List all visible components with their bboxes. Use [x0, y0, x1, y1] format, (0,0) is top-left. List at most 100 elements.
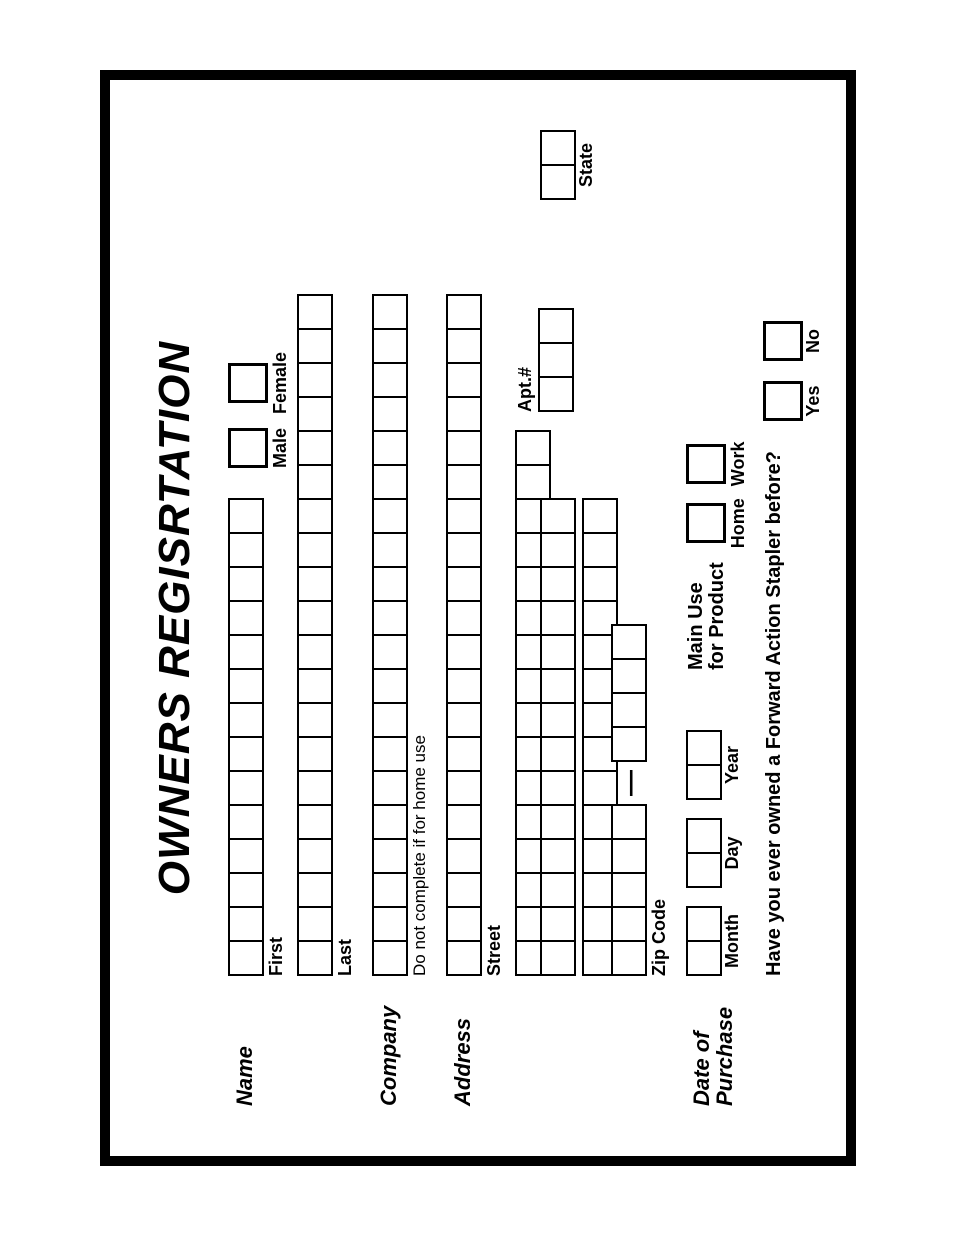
city-boxes-2[interactable] — [540, 498, 576, 976]
input-box[interactable] — [372, 872, 408, 908]
input-box[interactable] — [228, 872, 264, 908]
input-box[interactable] — [228, 804, 264, 840]
input-box[interactable] — [540, 940, 576, 976]
input-box[interactable] — [297, 668, 333, 704]
input-box[interactable] — [297, 736, 333, 772]
input-box[interactable] — [228, 838, 264, 874]
input-box[interactable] — [372, 940, 408, 976]
input-box[interactable] — [686, 906, 722, 942]
input-box[interactable] — [611, 658, 647, 694]
input-box[interactable] — [446, 566, 482, 602]
input-box[interactable] — [297, 464, 333, 500]
input-box[interactable] — [297, 532, 333, 568]
input-box[interactable] — [540, 668, 576, 704]
input-box[interactable] — [372, 566, 408, 602]
input-box[interactable] — [446, 396, 482, 432]
input-box[interactable] — [686, 940, 722, 976]
input-box[interactable] — [228, 906, 264, 942]
input-box[interactable] — [372, 396, 408, 432]
input-box[interactable] — [540, 498, 576, 534]
input-box[interactable] — [611, 804, 647, 840]
input-box[interactable] — [372, 634, 408, 670]
month-boxes[interactable] — [686, 906, 722, 976]
input-box[interactable] — [446, 906, 482, 942]
input-box[interactable] — [372, 804, 408, 840]
input-box[interactable] — [297, 634, 333, 670]
input-box[interactable] — [228, 634, 264, 670]
checkbox-female[interactable] — [228, 363, 268, 403]
input-box[interactable] — [446, 600, 482, 636]
input-box[interactable] — [611, 692, 647, 728]
input-box[interactable] — [611, 940, 647, 976]
input-box[interactable] — [297, 328, 333, 364]
input-box[interactable] — [297, 804, 333, 840]
input-box[interactable] — [228, 940, 264, 976]
input-box[interactable] — [372, 736, 408, 772]
input-box[interactable] — [372, 464, 408, 500]
input-box[interactable] — [446, 634, 482, 670]
input-box[interactable] — [228, 770, 264, 806]
street1-boxes[interactable] — [446, 130, 482, 976]
state-boxes[interactable] — [540, 130, 576, 200]
checkbox-home[interactable] — [686, 503, 726, 543]
input-box[interactable] — [297, 362, 333, 398]
year-boxes[interactable] — [686, 730, 722, 800]
input-box[interactable] — [540, 736, 576, 772]
input-box[interactable] — [372, 498, 408, 534]
input-box[interactable] — [611, 726, 647, 762]
input-box[interactable] — [446, 872, 482, 908]
input-box[interactable] — [446, 464, 482, 500]
input-box[interactable] — [540, 130, 576, 166]
input-box[interactable] — [228, 532, 264, 568]
input-box[interactable] — [540, 804, 576, 840]
input-box[interactable] — [540, 770, 576, 806]
input-box[interactable] — [446, 498, 482, 534]
input-box[interactable] — [611, 624, 647, 660]
input-box[interactable] — [540, 532, 576, 568]
input-box[interactable] — [446, 736, 482, 772]
input-box[interactable] — [540, 838, 576, 874]
input-box[interactable] — [297, 294, 333, 330]
input-box[interactable] — [228, 668, 264, 704]
input-box[interactable] — [372, 328, 408, 364]
input-box[interactable] — [297, 872, 333, 908]
checkbox-work[interactable] — [686, 444, 726, 484]
input-box[interactable] — [540, 600, 576, 636]
input-box[interactable] — [446, 804, 482, 840]
input-box[interactable] — [446, 294, 482, 330]
input-box[interactable] — [297, 838, 333, 874]
zip2-boxes[interactable] — [611, 624, 647, 762]
input-box[interactable] — [297, 396, 333, 432]
input-box[interactable] — [446, 532, 482, 568]
input-box[interactable] — [372, 362, 408, 398]
company-boxes[interactable] — [372, 130, 408, 976]
input-box[interactable] — [372, 532, 408, 568]
day-boxes[interactable] — [686, 818, 722, 888]
input-box[interactable] — [446, 838, 482, 874]
input-box[interactable] — [686, 818, 722, 854]
input-box[interactable] — [372, 600, 408, 636]
input-box[interactable] — [372, 906, 408, 942]
input-box[interactable] — [686, 852, 722, 888]
input-box[interactable] — [372, 294, 408, 330]
input-box[interactable] — [372, 838, 408, 874]
input-box[interactable] — [372, 702, 408, 738]
input-box[interactable] — [372, 668, 408, 704]
input-box[interactable] — [446, 430, 482, 466]
input-box[interactable] — [297, 702, 333, 738]
input-box[interactable] — [228, 702, 264, 738]
checkbox-yes[interactable] — [763, 381, 803, 421]
checkbox-male[interactable] — [228, 428, 268, 468]
last-name-boxes[interactable] — [297, 130, 333, 976]
input-box[interactable] — [540, 872, 576, 908]
input-box[interactable] — [228, 566, 264, 602]
input-box[interactable] — [686, 730, 722, 766]
input-box[interactable] — [297, 430, 333, 466]
input-box[interactable] — [540, 634, 576, 670]
input-box[interactable] — [297, 906, 333, 942]
input-box[interactable] — [297, 770, 333, 806]
input-box[interactable] — [446, 702, 482, 738]
input-box[interactable] — [372, 770, 408, 806]
input-box[interactable] — [446, 362, 482, 398]
input-box[interactable] — [297, 566, 333, 602]
